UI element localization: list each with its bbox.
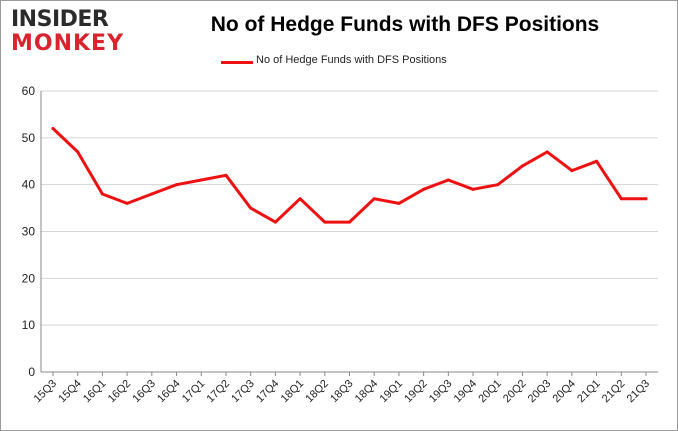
data-point bbox=[397, 201, 401, 205]
data-point bbox=[471, 187, 475, 191]
x-tick-label: 19Q1 bbox=[378, 378, 406, 406]
data-point bbox=[595, 159, 599, 163]
data-point bbox=[51, 126, 55, 130]
y-tick-label: 0 bbox=[28, 365, 35, 379]
y-tick-label: 10 bbox=[22, 318, 36, 332]
x-tick-label: 18Q1 bbox=[279, 378, 307, 406]
y-tick-label: 40 bbox=[22, 178, 36, 192]
y-tick-label: 60 bbox=[22, 84, 36, 98]
data-point bbox=[249, 206, 253, 210]
data-point bbox=[520, 164, 524, 168]
x-tick-label: 16Q4 bbox=[155, 378, 183, 406]
x-tick-label: 19Q4 bbox=[452, 378, 480, 406]
chart-title: No of Hedge Funds with DFS Positions bbox=[210, 13, 600, 36]
data-point bbox=[446, 178, 450, 182]
data-point bbox=[545, 150, 549, 154]
x-tick-label: 17Q3 bbox=[229, 378, 257, 406]
data-point bbox=[619, 197, 623, 201]
legend-swatch bbox=[221, 61, 253, 64]
x-tick-label: 20Q1 bbox=[476, 378, 504, 406]
x-tick-label: 19Q2 bbox=[402, 378, 430, 406]
data-point bbox=[496, 183, 500, 187]
data-point bbox=[125, 201, 129, 205]
x-tick-label: 18Q2 bbox=[303, 378, 331, 406]
x-tick-label: 15Q4 bbox=[56, 378, 84, 406]
data-point bbox=[422, 187, 426, 191]
data-point bbox=[150, 192, 154, 196]
x-tick-label: 17Q4 bbox=[254, 378, 282, 406]
series-line bbox=[51, 127, 648, 224]
x-tick-label: 18Q4 bbox=[353, 378, 381, 406]
x-tick-label: 20Q3 bbox=[526, 378, 554, 406]
data-point bbox=[323, 220, 327, 224]
x-tick-label: 17Q2 bbox=[205, 378, 233, 406]
data-point bbox=[644, 197, 648, 201]
x-tick-label: 21Q1 bbox=[575, 378, 603, 406]
x-tick-label: 21Q3 bbox=[625, 378, 653, 406]
data-point bbox=[224, 173, 228, 177]
x-tick-label: 16Q1 bbox=[81, 378, 109, 406]
x-tick-label: 19Q3 bbox=[427, 378, 455, 406]
x-tick-label: 21Q2 bbox=[600, 378, 628, 406]
legend-label: No of Hedge Funds with DFS Positions bbox=[256, 54, 447, 66]
x-tick-label: 20Q2 bbox=[501, 378, 529, 406]
y-tick-label: 30 bbox=[22, 225, 36, 239]
data-point bbox=[175, 183, 179, 187]
data-point bbox=[348, 220, 351, 224]
data-point bbox=[199, 178, 203, 182]
x-tick-label: 20Q4 bbox=[550, 378, 578, 406]
x-tick-label: 18Q3 bbox=[328, 378, 356, 406]
logo-line-2: MONKEY bbox=[11, 31, 125, 56]
x-tick-label: 15Q3 bbox=[32, 378, 60, 406]
y-tick-label: 50 bbox=[22, 131, 36, 145]
data-point bbox=[100, 192, 104, 196]
data-point bbox=[372, 197, 376, 201]
x-tick-label: 16Q3 bbox=[130, 378, 158, 406]
logo-line-1: INSIDER bbox=[11, 7, 109, 32]
data-point bbox=[570, 169, 574, 173]
data-point bbox=[76, 150, 80, 154]
x-tick-label: 17Q1 bbox=[180, 378, 208, 406]
x-tick-label: 16Q2 bbox=[106, 378, 134, 406]
y-tick-label: 20 bbox=[22, 271, 36, 285]
data-point bbox=[273, 220, 277, 224]
data-point bbox=[298, 197, 302, 201]
insider-monkey-logo: INSIDER MONKEY bbox=[11, 9, 129, 57]
